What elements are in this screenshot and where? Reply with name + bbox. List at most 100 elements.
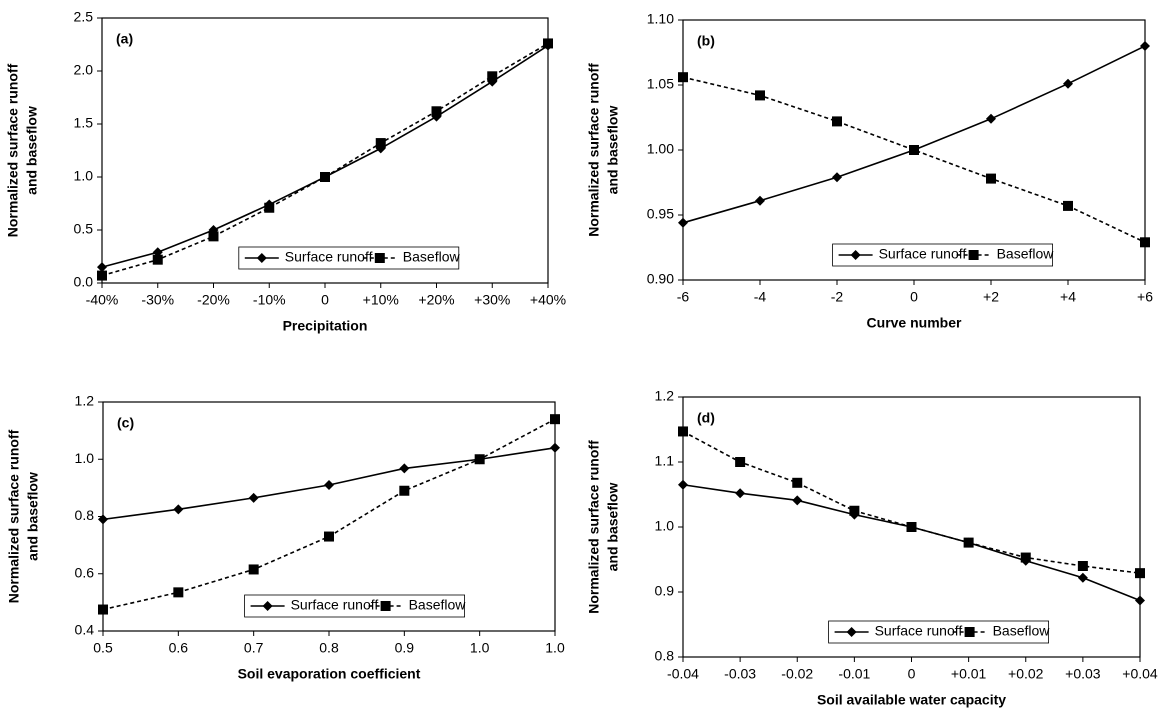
legend-label: Surface runoff: [291, 597, 379, 613]
y-tick-label: 1.0: [74, 168, 94, 184]
x-tick-label: -40%: [86, 292, 119, 308]
marker-square: [550, 414, 560, 425]
y-tick-label: 1.0: [655, 518, 675, 534]
marker-square: [474, 454, 485, 465]
legend-box: [832, 243, 1053, 267]
marker-square: [264, 202, 275, 213]
y-tick-label: 0.6: [75, 564, 95, 580]
panel: 0.8 0.9 1.0 1.1 1.2 -0.04 -0.03 -0.02 -0.01 0 +0.0…: [586, 388, 1158, 708]
y-tick-label: 1.1: [655, 453, 675, 469]
legend-label: Baseflow: [403, 249, 461, 265]
legend-label: Baseflow: [997, 246, 1055, 262]
x-tick-label: 0: [910, 289, 918, 305]
x-tick-label: 0.9: [395, 640, 415, 656]
marker-square: [380, 601, 391, 611]
x-tick-label: 0: [908, 666, 916, 682]
marker-diamond: [98, 514, 108, 525]
marker-diamond: [173, 504, 184, 515]
x-tick-label: +20%: [418, 292, 454, 308]
series-line: [682, 76, 1146, 244]
x-tick-label: -0.01: [838, 666, 870, 682]
marker-diamond: [1135, 595, 1145, 606]
y-tick-label: 0.8: [655, 648, 675, 664]
x-tick-label: -0.04: [667, 666, 699, 682]
marker-diamond: [399, 463, 410, 474]
series-line: [102, 418, 556, 611]
y-axis-label: Normalized surface runoff: [5, 63, 21, 237]
panel-label: (c): [117, 415, 134, 431]
legend-box: [828, 620, 1049, 644]
x-axis-label: Soil available water capacity: [817, 692, 1006, 708]
marker-diamond: [550, 442, 560, 453]
legend-box: [244, 594, 466, 618]
marker-square: [1063, 200, 1073, 211]
legend-label: Surface runoff: [875, 623, 963, 639]
y-axis-label: and baseflow: [25, 472, 41, 561]
panel-label: (a): [116, 31, 133, 47]
x-tick-label: 1.0: [470, 640, 490, 656]
x-tick-label: 0.5: [93, 640, 113, 656]
marker-diamond: [678, 479, 688, 490]
series-line: [682, 430, 1141, 574]
marker-square: [320, 172, 330, 182]
marker-diamond: [324, 480, 334, 491]
x-axis-label: Precipitation: [283, 318, 368, 334]
y-tick-label: 1.05: [647, 76, 674, 92]
x-tick-label: -2: [831, 289, 844, 305]
marker-square: [173, 587, 184, 598]
panel: 0.4 0.6 0.8 1.0 1.2 0.5 0.6 0.7 0.8 0.9 1.0 1.0 Soil…: [6, 393, 565, 682]
panel: 0.90 0.95 1.00 1.05 1.10 -6 -4 -2 0 +2 +4 +6 Curve n…: [586, 11, 1153, 331]
x-tick-label: -10%: [253, 292, 286, 308]
marker-square: [375, 138, 386, 149]
x-tick-label: +0.01: [951, 666, 987, 682]
marker-square: [208, 231, 219, 242]
marker-square: [1020, 552, 1031, 563]
marker-square: [968, 250, 979, 260]
marker-diamond: [1077, 572, 1088, 583]
marker-diamond: [846, 627, 857, 637]
marker-diamond: [248, 492, 259, 503]
y-tick-label: 0.0: [74, 274, 94, 290]
marker-square: [543, 38, 553, 49]
series-line: [101, 42, 549, 277]
y-tick-label: 1.0: [75, 450, 95, 466]
panel: 0.0 0.5 1.0 1.5 2.0 2.5 -40% -30% -20% -10% 0 +10% +…: [5, 9, 566, 334]
marker-diamond: [256, 253, 267, 263]
marker-diamond: [1063, 78, 1073, 89]
x-tick-label: 0: [321, 292, 329, 308]
x-tick-label: -4: [754, 289, 767, 305]
x-tick-label: +40%: [530, 292, 566, 308]
marker-diamond: [97, 262, 107, 273]
marker-square: [1077, 561, 1088, 571]
marker-square: [755, 90, 765, 101]
marker-diamond: [262, 601, 273, 611]
y-tick-label: 0.8: [75, 507, 95, 523]
marker-square: [792, 477, 803, 488]
legend-box: [238, 246, 460, 270]
x-tick-label: -30%: [141, 292, 174, 308]
y-tick-label: 0.9: [655, 583, 675, 599]
marker-square: [678, 72, 688, 83]
y-axis-label: Normalized surface runoff: [586, 63, 602, 237]
x-tick-label: +6: [1137, 289, 1153, 305]
marker-square: [1135, 568, 1145, 579]
plot-frame: [101, 17, 549, 284]
y-tick-label: 1.00: [647, 141, 674, 157]
y-tick-label: 0.90: [647, 271, 674, 287]
x-tick-label: +0.04: [1122, 666, 1158, 682]
legend-label: Surface runoff: [285, 249, 373, 265]
y-tick-label: 2.5: [74, 9, 94, 25]
x-tick-label: -6: [677, 289, 690, 305]
x-tick-label: +0.02: [1008, 666, 1044, 682]
marker-square: [97, 270, 107, 281]
x-axis-label: Soil evaporation coefficient: [238, 666, 421, 682]
y-tick-label: 1.10: [647, 11, 674, 27]
x-tick-label: +4: [1060, 289, 1076, 305]
legend-label: Baseflow: [993, 623, 1051, 639]
series-line: [101, 44, 549, 268]
x-tick-label: +30%: [474, 292, 510, 308]
y-tick-label: 0.95: [647, 206, 674, 222]
x-tick-label: -0.03: [724, 666, 756, 682]
x-tick-label: 0.8: [319, 640, 339, 656]
